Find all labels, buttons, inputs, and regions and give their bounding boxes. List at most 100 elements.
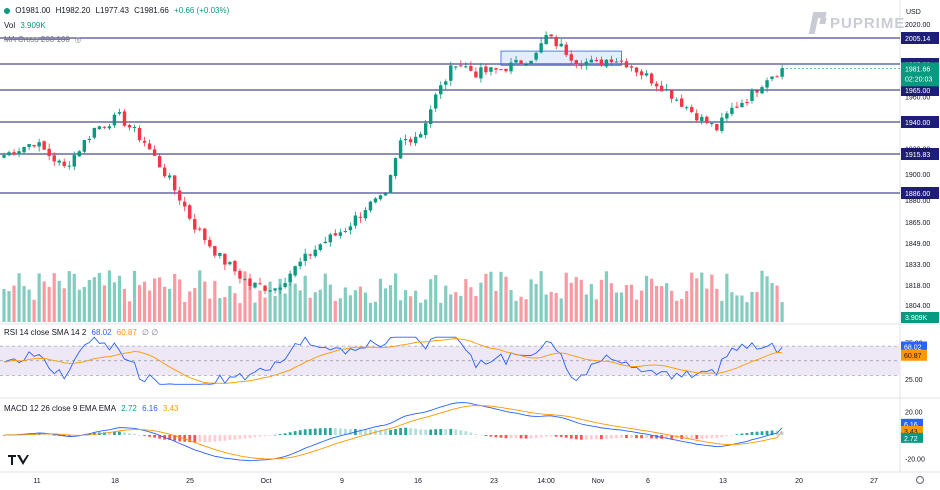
volume-bar	[213, 280, 217, 322]
volume-bar	[313, 292, 317, 322]
macd-value-label: 6.16	[904, 422, 918, 429]
macd-histogram-bar	[203, 435, 207, 443]
legend-change: +0.66 (+0.03%)	[174, 6, 230, 15]
volume-bar	[544, 294, 548, 322]
candle-body	[353, 215, 358, 226]
settings-gear-icon[interactable]	[915, 475, 925, 485]
volume-badge	[901, 312, 939, 323]
volume-bar	[539, 271, 543, 322]
volume-bar	[2, 288, 6, 322]
volume-bar	[534, 283, 538, 322]
candle-body	[22, 146, 26, 153]
candle-body	[549, 34, 553, 37]
volume-bar	[288, 273, 292, 322]
volume-bar	[338, 298, 342, 322]
candle-body	[700, 116, 704, 121]
volume-bar	[740, 295, 744, 322]
macd-tick-label: 20.00	[905, 410, 923, 417]
volume-bar	[158, 277, 162, 322]
macd-histogram-bar	[579, 435, 583, 440]
volume-bar	[484, 273, 488, 322]
level-tag	[901, 187, 939, 199]
rsi-bands-legend-value: ∅ ∅	[142, 328, 159, 337]
candle-body	[599, 59, 604, 66]
candle-body	[92, 127, 97, 138]
candle-body	[614, 61, 619, 63]
volume-bar	[87, 280, 91, 322]
volume-bar	[368, 302, 373, 322]
candle-body	[323, 241, 327, 244]
macd-histogram-bar	[760, 431, 764, 435]
candle-body	[52, 155, 56, 162]
volume-bar	[589, 284, 593, 322]
macd-signal-tag	[901, 425, 923, 436]
rsi-ma-label: 60.87	[904, 353, 922, 360]
macd-histogram-bar	[589, 435, 593, 440]
candle-body	[378, 195, 383, 200]
price-tick-label: 1849.00	[905, 241, 930, 248]
volume-bar	[378, 278, 383, 322]
volume-bar	[584, 294, 588, 322]
candle-body	[559, 43, 563, 47]
candle-body	[338, 232, 343, 236]
candle-body	[695, 113, 699, 121]
candle-body	[639, 71, 644, 76]
rsi-ma-tag	[901, 349, 927, 361]
candle-body	[303, 253, 307, 261]
macd-histogram-bar	[524, 435, 528, 439]
volume-bar	[218, 298, 222, 322]
macd-histogram-bar	[594, 435, 598, 440]
candle-body	[393, 158, 398, 176]
volume-bar	[765, 276, 769, 322]
volume-legend[interactable]: Vol 3.909K	[4, 21, 49, 30]
macd-histogram-bar	[780, 431, 784, 435]
candle-body	[494, 68, 498, 70]
macd-histogram-bar	[414, 428, 418, 435]
volume-bar	[634, 299, 639, 322]
macd-histogram-bar	[645, 435, 648, 439]
candle-body	[624, 61, 629, 68]
volume-bar	[142, 281, 147, 322]
macd-histogram-bar	[143, 435, 146, 436]
legend-high: H1982.20	[55, 6, 91, 15]
candle-body	[37, 142, 41, 147]
candle-body	[213, 246, 217, 256]
macd-histogram-bar	[253, 435, 257, 438]
candle-body	[539, 43, 543, 53]
hidden-eye-icon[interactable]: ◎	[75, 37, 82, 44]
volume-bar	[514, 300, 518, 322]
candle-body	[690, 107, 694, 112]
volume-bar	[419, 302, 423, 322]
volume-bar	[594, 299, 598, 322]
candle-body	[273, 288, 277, 291]
candle-body	[439, 85, 443, 95]
volume-legend-label: Vol	[4, 21, 16, 30]
macd-value-tag	[901, 418, 923, 429]
macd-legend[interactable]: MACD 12 26 close 9 EMA EMA 2.72 6.16 3.4…	[4, 404, 181, 413]
current-price-label: 1981.66	[905, 66, 930, 73]
ma-cross-label: MA Cross 200 100	[4, 35, 70, 44]
macd-histogram-bar	[539, 435, 543, 438]
macd-histogram-bar	[625, 435, 628, 439]
level-tag-label: 1940.00	[905, 120, 930, 127]
macd-histogram-bar	[208, 435, 212, 442]
candle-body	[7, 152, 11, 156]
candle-body	[62, 161, 66, 167]
candle-body	[198, 228, 202, 230]
rsi-legend[interactable]: RSI 14 close SMA 14 2 68.02 60.87 ∅ ∅	[4, 328, 161, 337]
candle-body	[740, 102, 744, 108]
macd-histogram-bar	[128, 433, 131, 435]
volume-bar	[404, 290, 408, 322]
level-tag	[901, 32, 939, 44]
macd-histogram-bar	[103, 432, 106, 435]
macd-histogram-bar	[765, 430, 769, 435]
candle-body	[278, 287, 282, 290]
macd-histogram-bar	[223, 435, 227, 441]
macd-histogram-bar	[569, 435, 573, 439]
macd-histogram-bar	[248, 435, 252, 439]
ma-cross-legend[interactable]: MA Cross 200 100 ◎	[4, 35, 84, 44]
macd-histogram-bar	[243, 435, 247, 439]
volume-bar	[328, 284, 332, 322]
macd-histogram-bar	[424, 429, 428, 435]
candle-body	[348, 226, 353, 231]
